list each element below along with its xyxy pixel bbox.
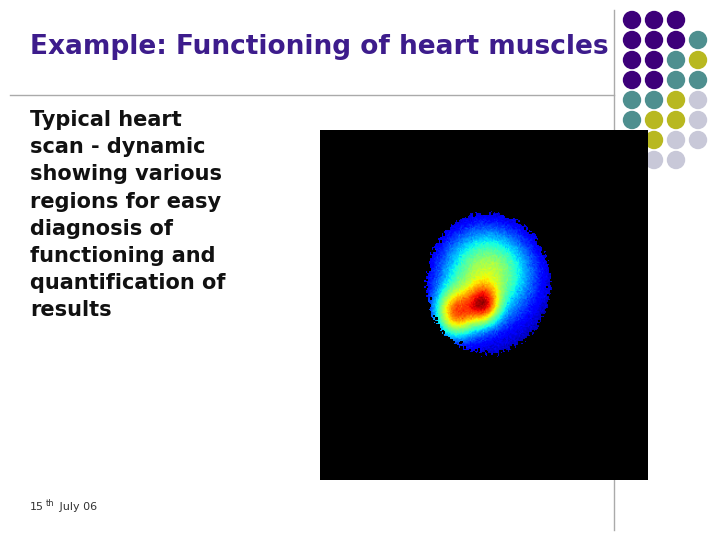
Circle shape bbox=[646, 31, 662, 49]
Text: Typical heart
scan - dynamic
showing various
regions for easy
diagnosis of
funct: Typical heart scan - dynamic showing var… bbox=[30, 110, 225, 320]
Text: July 06: July 06 bbox=[56, 502, 97, 512]
Circle shape bbox=[646, 91, 662, 109]
Circle shape bbox=[624, 31, 641, 49]
Text: th: th bbox=[46, 499, 55, 508]
Circle shape bbox=[646, 11, 662, 29]
Circle shape bbox=[690, 132, 706, 148]
Circle shape bbox=[667, 51, 685, 69]
Circle shape bbox=[690, 111, 706, 129]
Circle shape bbox=[624, 51, 641, 69]
Circle shape bbox=[690, 31, 706, 49]
Circle shape bbox=[690, 71, 706, 89]
Circle shape bbox=[667, 11, 685, 29]
Circle shape bbox=[646, 152, 662, 168]
Text: Example: Functioning of heart muscles: Example: Functioning of heart muscles bbox=[30, 34, 608, 60]
Text: 15: 15 bbox=[30, 502, 44, 512]
Circle shape bbox=[690, 51, 706, 69]
Circle shape bbox=[624, 132, 641, 148]
Circle shape bbox=[646, 132, 662, 148]
Circle shape bbox=[646, 71, 662, 89]
Circle shape bbox=[624, 71, 641, 89]
Circle shape bbox=[667, 31, 685, 49]
Circle shape bbox=[667, 152, 685, 168]
Circle shape bbox=[646, 51, 662, 69]
Circle shape bbox=[667, 71, 685, 89]
Circle shape bbox=[624, 111, 641, 129]
Circle shape bbox=[624, 91, 641, 109]
Circle shape bbox=[667, 91, 685, 109]
Circle shape bbox=[646, 111, 662, 129]
Circle shape bbox=[667, 132, 685, 148]
Circle shape bbox=[667, 111, 685, 129]
Circle shape bbox=[690, 91, 706, 109]
Circle shape bbox=[624, 11, 641, 29]
